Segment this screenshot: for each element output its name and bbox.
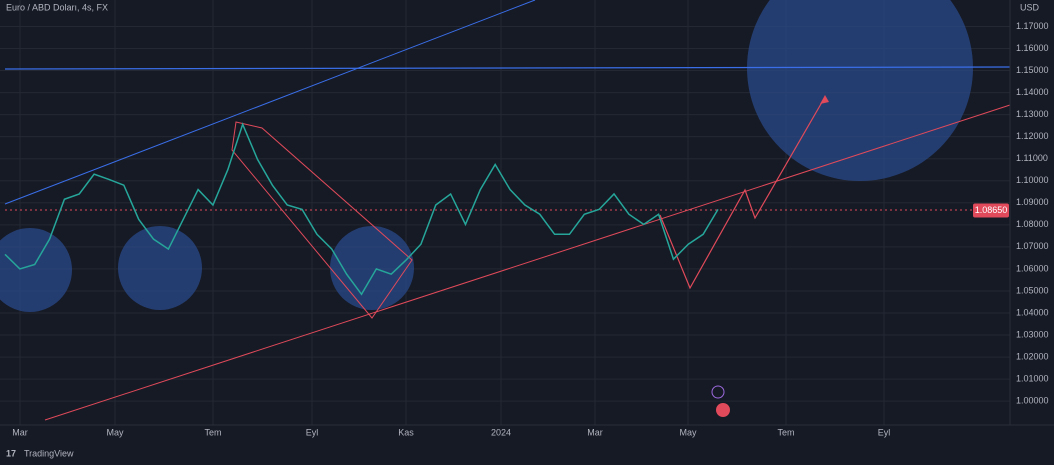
y-tick-label: 1.02000	[1016, 351, 1049, 361]
x-tick-label: Mar	[587, 427, 603, 437]
y-tick-label: 1.14000	[1016, 87, 1049, 97]
marks	[4, 122, 719, 296]
y-tick-label: 1.01000	[1016, 373, 1049, 383]
y-tick-label: 1.07000	[1016, 241, 1049, 251]
highlight-circle	[330, 226, 414, 310]
y-tick-label: 1.13000	[1016, 109, 1049, 119]
resistance-line	[4, 66, 1011, 70]
y-tick-label: 1.11000	[1016, 153, 1048, 163]
y-tick-label: 1.17000	[1016, 21, 1049, 31]
y-tick-label: 1.06000	[1016, 263, 1049, 273]
y-tick-label: 1.04000	[1016, 307, 1049, 317]
y-tick-label: 1.15000	[1016, 65, 1049, 75]
y-tick-label: 1.16000	[1016, 43, 1049, 53]
axis-unit: USD	[1020, 2, 1040, 12]
y-tick-label: 1.09000	[1016, 197, 1049, 207]
logo: 17	[6, 448, 16, 458]
x-tick-label: May	[679, 427, 697, 437]
x-tick-label: Eyl	[878, 427, 891, 437]
x-tick-label: 2024	[491, 427, 511, 437]
event-icon[interactable]	[716, 403, 730, 417]
projection	[659, 96, 826, 290]
x-tick-label: May	[106, 427, 124, 437]
event-icon[interactable]	[711, 385, 725, 399]
x-tick-label: Tem	[204, 427, 221, 437]
watermark: TradingView	[24, 448, 74, 458]
x-tick-label: Tem	[777, 427, 794, 437]
channel	[231, 121, 413, 319]
y-tick-label: 1.03000	[1016, 329, 1049, 339]
x-tick-label: Mar	[12, 427, 28, 437]
last-price-box	[973, 203, 1009, 218]
trend-line	[4, 0, 536, 205]
chart-title: Euro / ABD Doları, 4s, FX	[6, 2, 108, 12]
highlight-circle	[0, 228, 72, 312]
x-tick-label: Eyl	[306, 427, 319, 437]
y-tick-label: 1.12000	[1016, 131, 1049, 141]
y-tick-label: 1.08000	[1016, 219, 1049, 229]
price-line	[4, 122, 719, 296]
projection-arrow	[820, 95, 829, 104]
highlight-circle	[118, 226, 202, 310]
y-tick-label: 1.10000	[1016, 175, 1049, 185]
support-line	[44, 104, 1011, 421]
y-tick-label: 1.05000	[1016, 285, 1049, 295]
last-price-label: 1.08650	[975, 205, 1008, 215]
x-tick-label: Kas	[398, 427, 414, 437]
y-tick-label: 1.00000	[1016, 396, 1049, 406]
